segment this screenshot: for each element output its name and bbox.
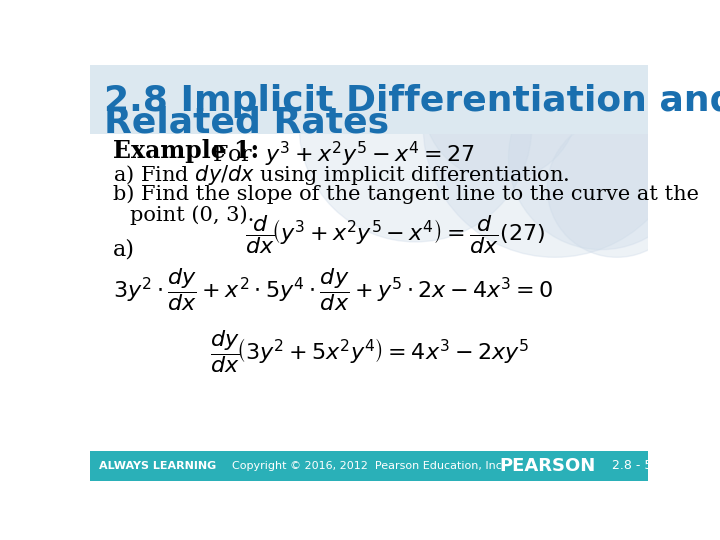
Circle shape <box>423 26 578 180</box>
Text: For  $y^3 + x^2y^5 - x^4 = 27$: For $y^3 + x^2y^5 - x^4 = 27$ <box>212 139 475 168</box>
Text: b) Find the slope of the tangent line to the curve at the: b) Find the slope of the tangent line to… <box>113 184 699 204</box>
Bar <box>90 65 648 134</box>
Text: Example 1:: Example 1: <box>113 139 259 164</box>
Text: a) Find $dy/dx$ using implicit differentiation.: a) Find $dy/dx$ using implicit different… <box>113 163 570 187</box>
Circle shape <box>508 65 695 249</box>
Circle shape <box>300 11 532 242</box>
Text: Copyright © 2016, 2012  Pearson Education, Inc.: Copyright © 2016, 2012 Pearson Education… <box>233 461 505 471</box>
Circle shape <box>423 0 687 257</box>
Text: $\dfrac{dy}{dx}\!\left(3y^2 + 5x^2y^4\right) = 4x^3 - 2xy^5$: $\dfrac{dy}{dx}\!\left(3y^2 + 5x^2y^4\ri… <box>210 328 529 375</box>
Circle shape <box>547 119 687 257</box>
Bar <box>90 451 648 481</box>
Text: $\dfrac{d}{dx}\!\left(y^3 + x^2y^5 - x^4\right) = \dfrac{d}{dx}(27)$: $\dfrac{d}{dx}\!\left(y^3 + x^2y^5 - x^4… <box>245 213 545 255</box>
Text: 2.8 - 5: 2.8 - 5 <box>612 460 653 472</box>
Text: a): a) <box>113 238 135 260</box>
Text: point (0, 3).: point (0, 3). <box>130 205 255 225</box>
Text: 2.8 Implicit Differentiation and: 2.8 Implicit Differentiation and <box>104 84 720 118</box>
Text: PEARSON: PEARSON <box>499 457 595 475</box>
Text: ALWAYS LEARNING: ALWAYS LEARNING <box>99 461 217 471</box>
Text: $3y^2 \cdot \dfrac{dy}{dx} + x^2 \cdot 5y^4 \cdot \dfrac{dy}{dx} + y^5 \cdot 2x : $3y^2 \cdot \dfrac{dy}{dx} + x^2 \cdot 5… <box>113 266 554 313</box>
Text: Related Rates: Related Rates <box>104 106 389 140</box>
